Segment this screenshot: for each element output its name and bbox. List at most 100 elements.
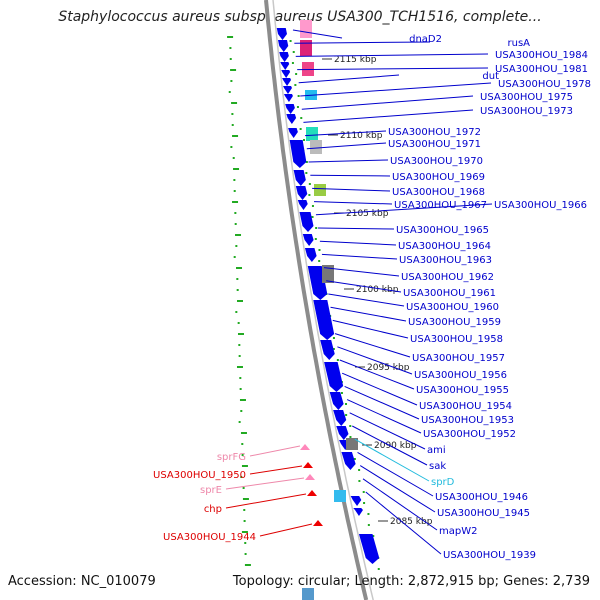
scale-tick-label: 2090 kbp (374, 441, 417, 451)
tick-mark (241, 465, 248, 467)
leader-line (301, 95, 474, 110)
tick-mark (232, 135, 239, 137)
leader-line (365, 491, 442, 555)
gene-arrow (324, 362, 344, 392)
leader-line (323, 267, 400, 277)
reverse-gene (307, 490, 317, 496)
gene-track (276, 20, 380, 600)
tick-mark (240, 432, 247, 434)
leader-line (294, 41, 431, 44)
reverse-gene (305, 474, 315, 480)
gene-arrow (289, 140, 307, 168)
gene-arrow (341, 452, 356, 470)
feature-block (314, 184, 326, 196)
tick-mark (243, 509, 246, 511)
leader-line (330, 306, 407, 322)
scale-tick-label: 2115 kbp (334, 55, 377, 65)
tick-mark (236, 289, 239, 291)
leader-line (341, 372, 418, 406)
tick-mark (372, 535, 375, 537)
tick-mark (237, 333, 244, 335)
gene-label-right: mapW2 (439, 526, 477, 537)
tick-mark (318, 260, 321, 262)
gene-label-left: sprE (200, 485, 222, 496)
gene-label-right: USA300HOU_1945 (437, 508, 530, 519)
gene-arrow (299, 212, 314, 232)
leader-line (321, 253, 398, 260)
gene-label-left: sprFG (217, 452, 246, 463)
tick-mark (295, 73, 298, 75)
label-leader-lines (225, 29, 493, 555)
tick-mark (233, 179, 236, 181)
gene-label-right: USA300HOU_1961 (403, 288, 496, 299)
tick-mark (305, 172, 308, 174)
leader-line (332, 319, 409, 339)
gene-arrow (277, 40, 289, 52)
tick-mark (349, 436, 352, 438)
tick-mark (311, 216, 314, 218)
leader-line (295, 53, 489, 57)
tick-mark (228, 91, 231, 93)
leader-line (300, 82, 492, 97)
gene-arrow (295, 186, 308, 200)
leader-line (354, 438, 430, 482)
tick-mark (236, 267, 243, 269)
tick-mark (235, 245, 238, 247)
gene-label-right: dut (482, 71, 499, 82)
tick-mark (349, 425, 352, 427)
gene-label-right: ami (427, 445, 446, 456)
leader-line (259, 523, 313, 537)
gene-label-right: USA300HOU_1984 (495, 50, 588, 61)
tick-mark (241, 531, 248, 533)
gene-label-right: USA300HOU_1981 (495, 64, 588, 75)
reverse-gene (303, 462, 313, 468)
gene-arrow (283, 86, 292, 94)
feature-block (322, 265, 334, 283)
backbone-inner (272, 0, 374, 600)
gene-label-right: sprD (431, 477, 455, 488)
gene-arrow (353, 508, 363, 516)
leader-line (319, 240, 397, 246)
tick-mark (345, 414, 348, 416)
tick-mark (227, 36, 234, 38)
gene-arrow (282, 78, 292, 86)
gene-arrow (281, 70, 291, 78)
gene-arrow (286, 114, 297, 124)
tick-mark (367, 524, 370, 526)
tick-mark (332, 348, 335, 350)
tick-mark (244, 553, 247, 555)
tick-mark (238, 421, 241, 423)
tick-mark (299, 128, 302, 130)
leader-line (317, 227, 395, 230)
tick-mark (230, 80, 233, 82)
tick-mark (340, 392, 343, 394)
leader-line (357, 451, 434, 497)
genome-summary-text: Topology: circular; Length: 2,872,915 bp… (232, 574, 590, 589)
tick-mark (362, 491, 365, 493)
tick-mark (229, 58, 232, 60)
gene-arrow (288, 128, 298, 138)
gene-arrow (329, 392, 344, 410)
leader-line (349, 412, 426, 450)
tick-mark (231, 124, 234, 126)
gene-arrow (293, 170, 306, 186)
leader-line (326, 280, 402, 293)
tick-mark (345, 403, 348, 405)
reverse-gene (300, 444, 310, 450)
tick-mark (234, 212, 237, 214)
gene-arrow (285, 104, 295, 114)
gene-arrow (276, 28, 287, 40)
tick-mark (233, 190, 236, 192)
scale-tick-label: 2100 kbp (356, 285, 399, 295)
feature-block (302, 62, 314, 76)
gene-label-left: USA300HOU_1950 (153, 470, 246, 481)
tick-mark (315, 227, 318, 229)
tick-mark (240, 476, 243, 478)
gene-arrow (297, 200, 308, 210)
leader-line (310, 174, 391, 177)
gene-label-right: USA300HOU_1957 (412, 353, 505, 364)
tick-mark (353, 458, 356, 460)
tick-mark (235, 234, 242, 236)
gene-arrow (313, 300, 335, 340)
